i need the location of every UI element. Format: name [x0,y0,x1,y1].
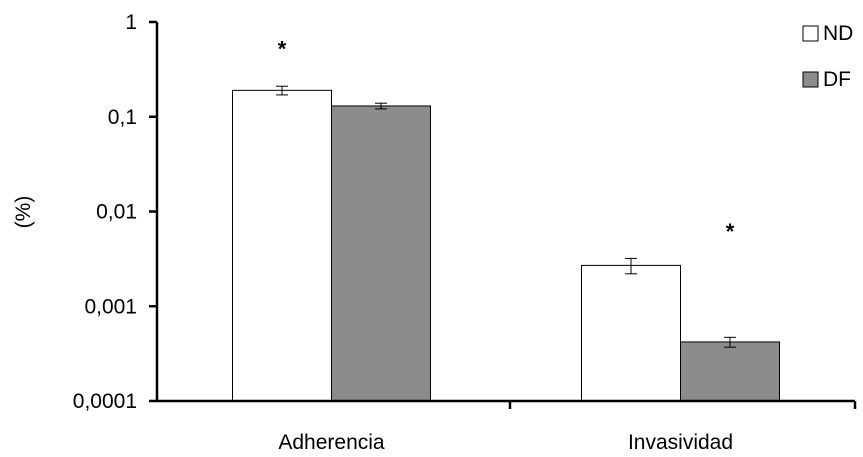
bars [232,89,780,402]
y-axis-label: (%) [12,196,35,229]
significance-marker: * [278,37,287,62]
x-tick-label: Invasividad [628,431,733,454]
annotations: ** [278,37,735,245]
error-bars [276,85,736,348]
y-tick-label: 0,001 [84,295,137,318]
legend-label-nd: ND [823,22,853,45]
y-tick-label: 0,01 [96,201,137,224]
legend: ND DF [802,22,853,91]
legend-swatch-nd [802,25,819,42]
legend-label-df: DF [823,68,851,91]
bar-nd-invasividad [581,264,681,402]
bar-nd-adherencia [232,89,332,402]
y-tick-label: 0,0001 [73,390,137,413]
legend-swatch-df [802,71,819,88]
x-tick-labels: Adherencia Invasividad [278,431,733,454]
y-ticks: 1 0,1 0,01 0,001 0,0001 [73,11,157,413]
bar-df-invasividad [680,341,780,402]
significance-marker: * [726,219,735,244]
x-tick-label: Adherencia [278,431,385,454]
y-tick-label: 0,1 [108,106,137,129]
bar-df-adherencia [331,105,431,402]
y-tick-label: 1 [125,11,137,34]
